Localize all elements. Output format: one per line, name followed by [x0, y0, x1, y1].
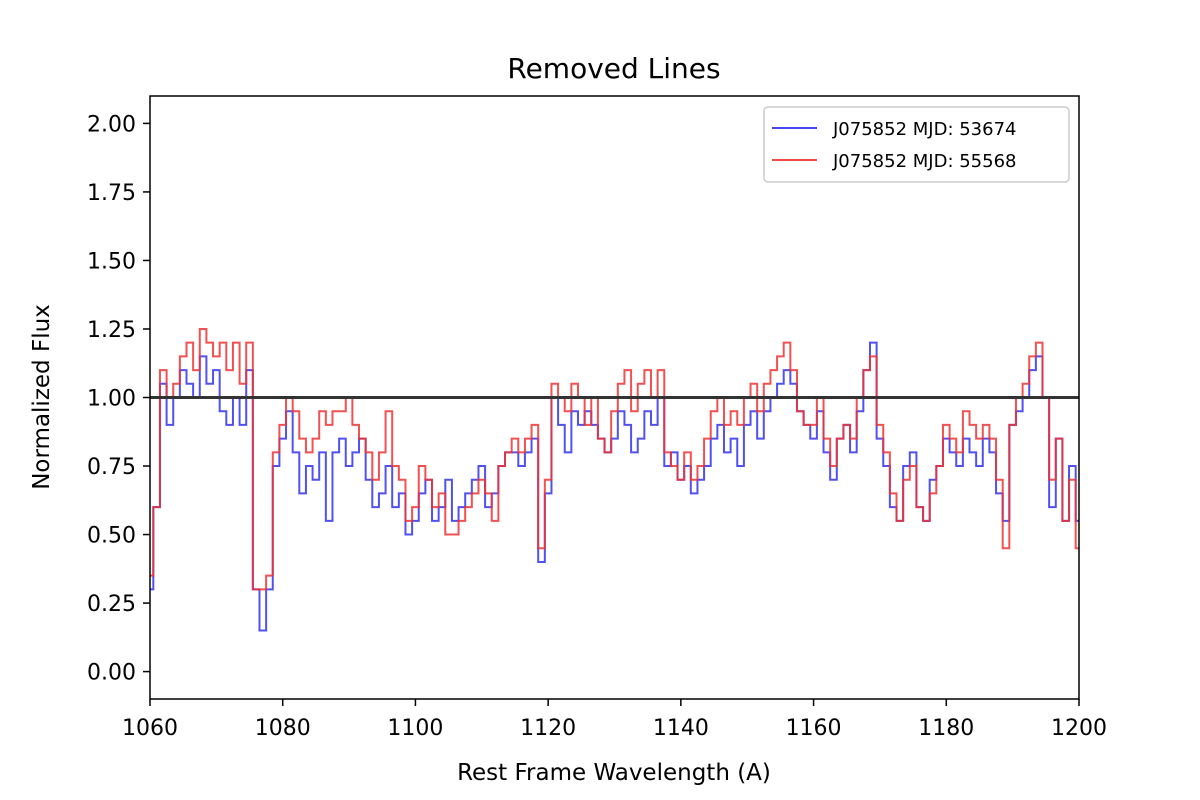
x-tick-label: 1060 [122, 716, 178, 741]
legend-label-1: J075852 MJD: 53674 [832, 119, 1017, 140]
legend-box [763, 106, 1070, 183]
series-group [150, 327, 1079, 632]
x-axis-label: Rest Frame Wavelength (A) [457, 760, 771, 786]
x-tick-label: 1140 [653, 716, 709, 741]
y-tick-label: 0.25 [87, 592, 136, 617]
y-tick-label: 1.50 [87, 249, 136, 274]
y-tick-label: 0.75 [87, 455, 136, 480]
y-tick-label: 2.00 [87, 112, 136, 137]
legend-label-2: J075852 MJD: 55568 [832, 151, 1017, 172]
series-line-2 [150, 327, 1079, 591]
x-tick-label: 1100 [387, 716, 443, 741]
y-axis-label: Normalized Flux [29, 304, 55, 490]
axes: 1060 1080 1100 1120 1140 1160 1180 1200 0.00 0.25… [87, 95, 1107, 741]
x-tick-label: 1200 [1051, 716, 1107, 741]
x-tick-label: 1120 [520, 716, 576, 741]
x-tick-label: 1160 [786, 716, 842, 741]
chart-title: Removed Lines [507, 52, 720, 85]
x-tick-label: 1080 [255, 716, 311, 741]
plot-area [150, 327, 1079, 632]
y-tick-label: 0.00 [87, 661, 136, 686]
y-tick-label: 1.75 [87, 181, 136, 206]
y-tick-label: 1.00 [87, 387, 136, 412]
x-tick-label: 1180 [918, 716, 974, 741]
series-line-1 [150, 341, 1079, 632]
legend: J075852 MJD: 53674 J075852 MJD: 55568 [763, 106, 1070, 183]
y-tick-label: 0.50 [87, 524, 136, 549]
y-tick-label: 1.25 [87, 318, 136, 343]
